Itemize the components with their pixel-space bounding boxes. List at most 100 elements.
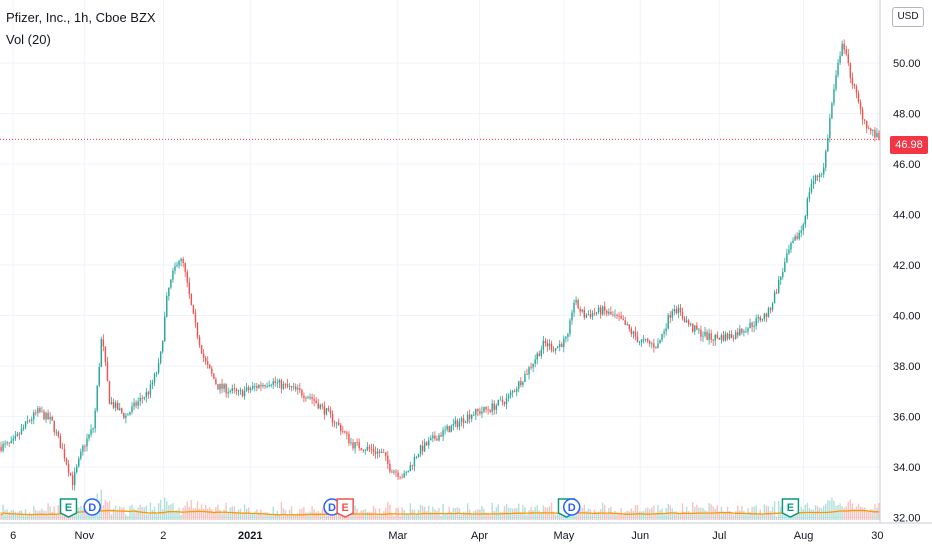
candle-body: [806, 198, 809, 216]
candle-body: [487, 409, 489, 411]
volume-bar: [276, 510, 279, 520]
volume-bar: [16, 512, 19, 520]
volume-bar: [102, 505, 105, 520]
candle-body: [745, 331, 747, 333]
candle-body: [260, 384, 262, 387]
price-axis-label: 48.00: [893, 109, 921, 121]
candle-body: [833, 89, 835, 104]
volume-bar: [798, 512, 800, 520]
candle-body: [579, 308, 581, 312]
volume-bar: [151, 509, 154, 520]
candle-body: [845, 49, 847, 55]
candle-body: [327, 408, 330, 411]
candle-body: [215, 378, 217, 385]
candle-body: [716, 334, 719, 338]
volume-bar: [417, 509, 420, 520]
candle-body: [428, 440, 430, 446]
candle-body: [73, 472, 76, 486]
candle-body: [12, 438, 15, 441]
candle-body: [307, 397, 309, 399]
volume-bar: [526, 514, 528, 520]
volume-bar: [80, 505, 82, 520]
volume-bar: [757, 514, 759, 520]
volume-bar: [827, 500, 829, 520]
candle-body: [229, 391, 231, 393]
volume-bar: [585, 511, 588, 520]
candle-body: [536, 353, 538, 360]
volume-bar: [10, 510, 12, 520]
time-axis-label: 2: [160, 530, 166, 542]
candle-body: [794, 236, 796, 241]
volume-bar: [796, 514, 798, 520]
volume-bar: [125, 514, 127, 520]
candle-body: [516, 388, 518, 392]
candle-body: [213, 373, 215, 379]
candle-body: [530, 367, 532, 369]
volume-bar: [55, 514, 57, 520]
candle-body: [37, 408, 39, 413]
candle-body: [2, 443, 4, 451]
candle-body: [683, 317, 686, 323]
candle-body: [90, 429, 92, 435]
volume-bar: [227, 512, 229, 520]
volume-bar: [53, 506, 55, 520]
volume-bar: [473, 511, 475, 520]
volume-bar: [309, 511, 311, 520]
candle-body: [587, 314, 590, 316]
candle-body: [618, 315, 620, 317]
volume-bar: [315, 512, 317, 520]
volume-bar: [702, 507, 704, 520]
candle-body: [782, 271, 784, 277]
candle-body: [831, 103, 833, 119]
volume-bar: [673, 511, 676, 520]
volume-bar: [806, 502, 809, 520]
candle-body: [100, 339, 103, 367]
candle-body: [651, 343, 653, 345]
earnings-marker-label: E: [787, 502, 794, 514]
candle-body: [532, 363, 534, 368]
volume-bar: [43, 510, 45, 520]
volume-bar: [223, 509, 225, 520]
volume-bar: [777, 501, 780, 520]
candle-body: [868, 128, 870, 130]
candle-body: [63, 449, 66, 459]
volume-bar: [587, 508, 590, 520]
candle-body: [168, 287, 170, 297]
volume-bar: [57, 505, 60, 520]
volume-bar: [239, 508, 242, 520]
volume-bar: [640, 511, 643, 520]
candle-body: [376, 451, 379, 454]
volume-bar: [143, 507, 145, 520]
volume-bar: [493, 511, 495, 520]
currency-label[interactable]: USD: [892, 7, 924, 27]
volume-bar: [692, 501, 694, 520]
price-axis-label: 40.00: [893, 311, 921, 323]
volume-bar: [358, 512, 360, 520]
candle-body: [22, 427, 25, 429]
candle-body: [225, 384, 227, 394]
candle-body: [755, 318, 757, 326]
candle-body: [262, 384, 264, 387]
candle-body: [583, 309, 585, 318]
time-axis-label: Aug: [794, 530, 814, 542]
volume-bar: [446, 514, 448, 520]
volume-bar: [870, 509, 872, 520]
candle-body: [825, 151, 827, 168]
candle-body: [247, 387, 250, 391]
candle-body: [681, 311, 684, 318]
candle-body: [35, 412, 37, 414]
time-axis-label: Mar: [388, 530, 407, 542]
volume-bar: [184, 505, 186, 520]
candle-body: [554, 348, 557, 351]
volume-bar: [653, 505, 655, 520]
volume-bar: [252, 512, 254, 520]
volume-bar: [389, 504, 391, 520]
volume-bar: [119, 506, 121, 520]
earnings-marker: [59, 498, 78, 518]
candle-body: [751, 322, 753, 327]
volume-bar: [812, 509, 815, 520]
candle-body: [739, 328, 741, 336]
volume-bar: [354, 505, 356, 520]
